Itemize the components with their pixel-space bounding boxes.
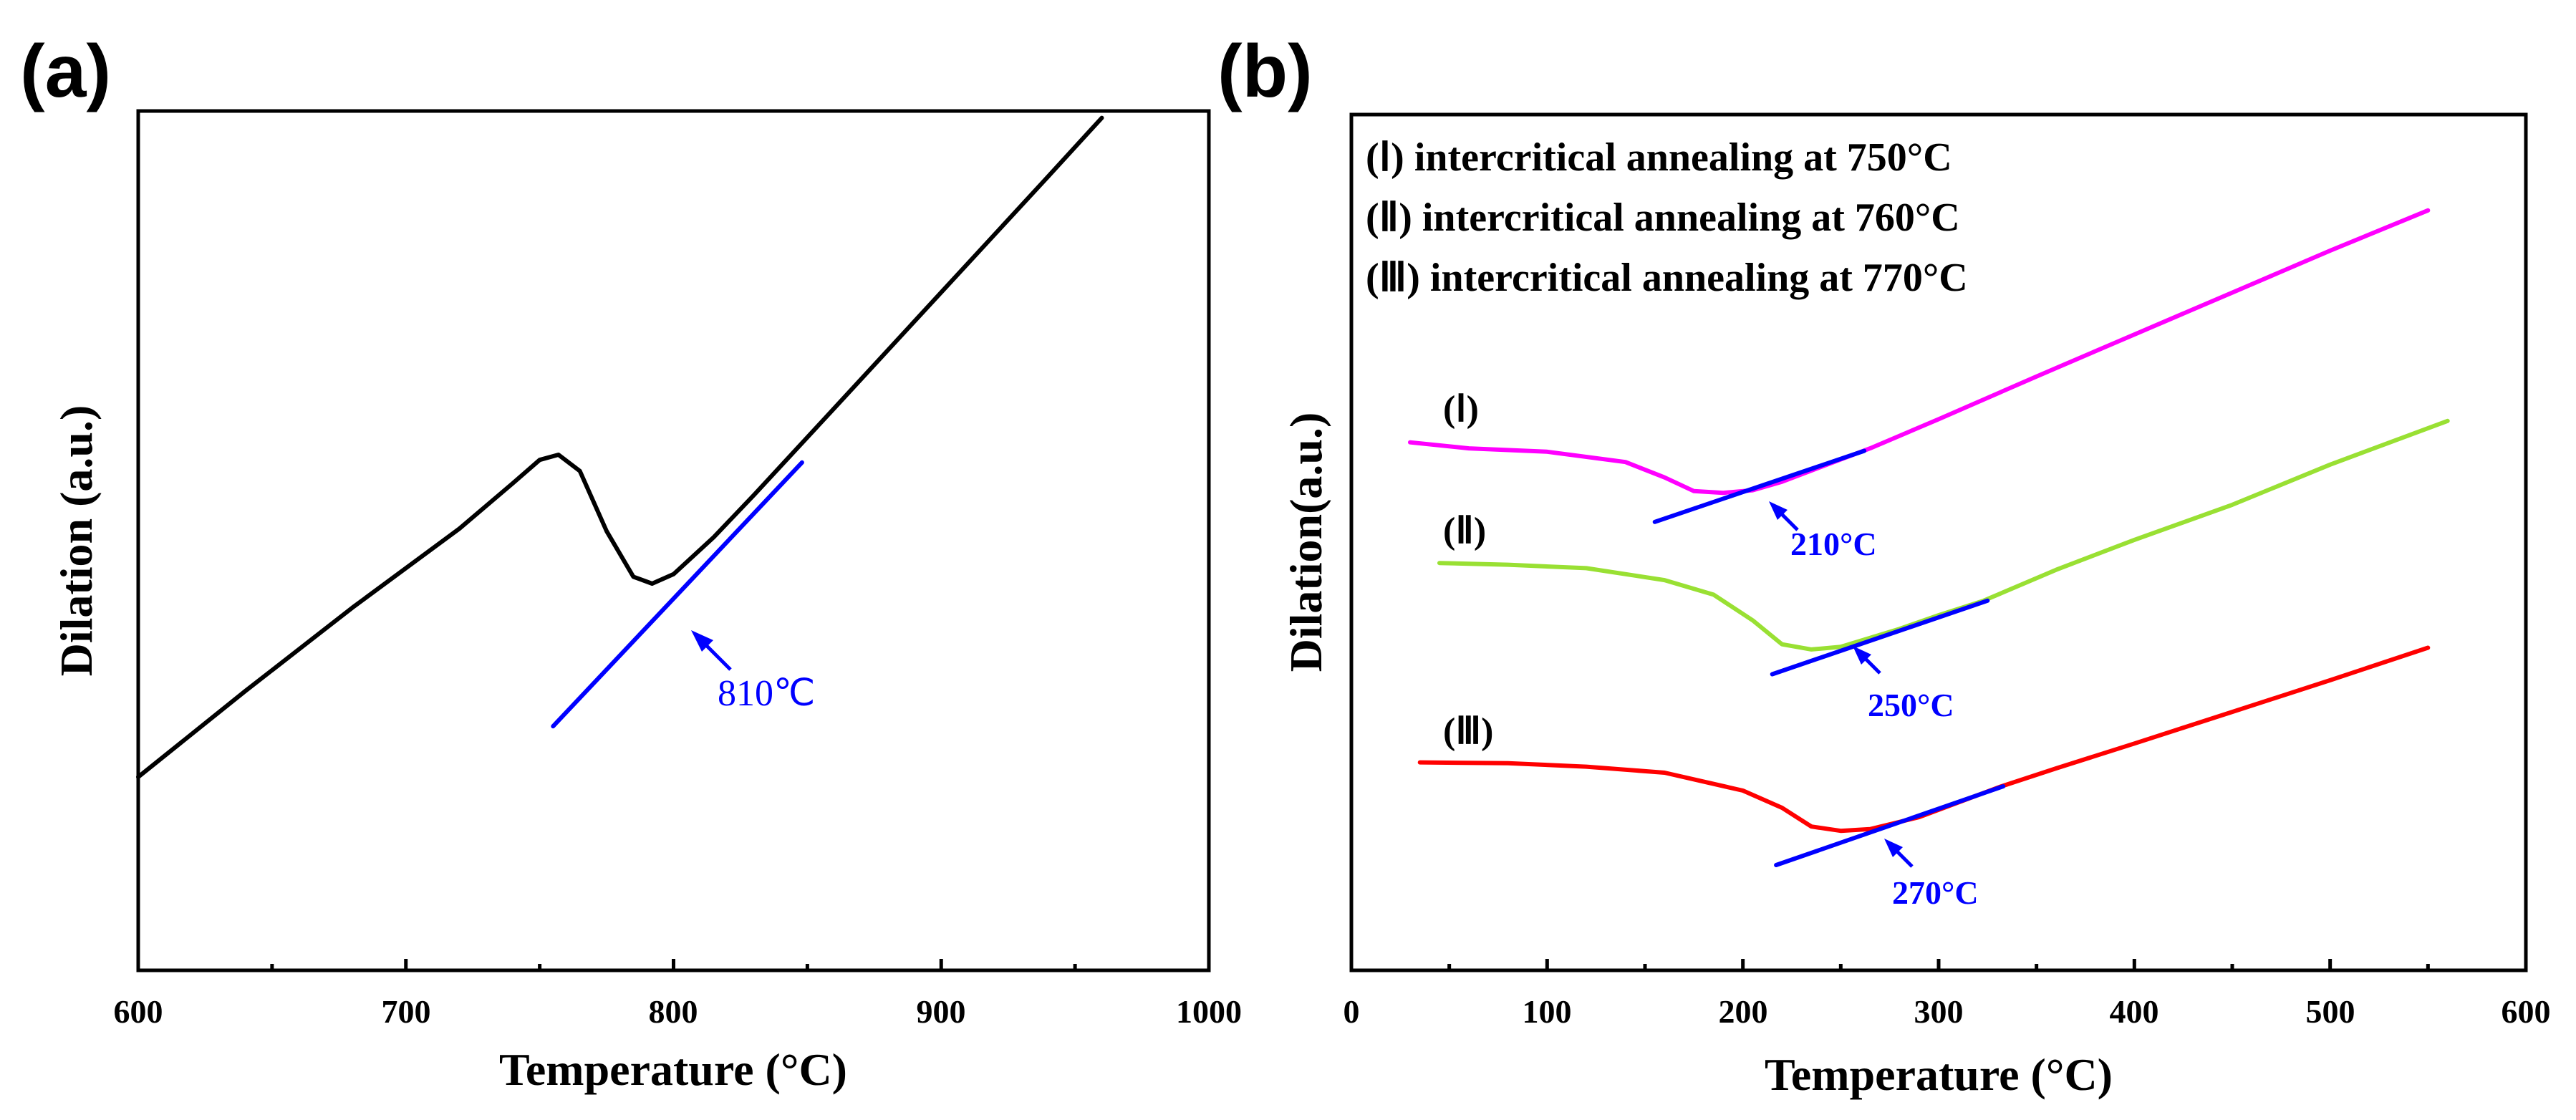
panel-b-curve-label-3: (Ⅲ) [1443, 711, 1493, 752]
panel-b-annotation-arrow-1 [1769, 501, 1799, 531]
panel-b-xtick-100: 100 [1523, 993, 1572, 1030]
panel-a-xtick-700: 700 [382, 993, 431, 1030]
panel-b-series-ⅱ-tangent-3 [1770, 598, 1990, 677]
panel-b-legend-item-3: (Ⅲ) intercritical annealing at 770°C [1366, 256, 1968, 300]
panel-a-annotation-arrow [691, 630, 732, 671]
panel-b-frame [1349, 112, 2528, 972]
panel-b-curve-label-2: (Ⅱ) [1443, 511, 1486, 551]
panel-b-xtick-600: 600 [2502, 993, 2551, 1030]
panel-a: (a) 810℃ 600 700 800 900 1000 Temperatur… [20, 30, 1242, 1095]
panel-b-xtick-0: 0 [1344, 993, 1360, 1030]
panel-b-series-ⅱ-2 [1437, 418, 2450, 652]
panel-a-series-group [136, 115, 1104, 779]
panel-b-xtick-200: 200 [1719, 993, 1768, 1030]
panel-a-series-dilation-0 [136, 115, 1104, 779]
panel-a-xtick-900: 900 [917, 993, 966, 1030]
panel-b-legend-item-1: (Ⅰ) intercritical annealing at 750°C [1366, 135, 1952, 180]
panel-a-annotation-810: 810℃ [718, 673, 815, 714]
panel-b-curve-label-1: (Ⅰ) [1443, 389, 1479, 430]
panel-b-annotation-250: 250°C [1868, 687, 1954, 723]
panel-b-annotation-arrow-3 [1884, 839, 1914, 868]
panel-a-xtick-800: 800 [649, 993, 698, 1030]
panel-b-annotation-arrow-2 [1853, 646, 1881, 675]
panel-b-xtick-400: 400 [2110, 993, 2159, 1030]
panel-a-label: (a) [20, 30, 111, 113]
panel-b-annotation-270: 270°C [1892, 874, 1979, 911]
panel-a-series-tangent-1 [551, 460, 804, 729]
panel-a-frame [136, 109, 1211, 972]
panel-b-ylabel: Dilation(a.u.) [1280, 412, 1331, 672]
panel-a-xtick-1000: 1000 [1176, 993, 1242, 1030]
panel-a-xtick-600: 600 [114, 993, 163, 1030]
panel-b-series-ⅰ-tangent-1 [1652, 448, 1867, 524]
panel-b-xtick-300: 300 [1914, 993, 1964, 1030]
panel-b-series-ⅰ-0 [1408, 208, 2431, 496]
panel-a-ylabel: Dilation (a.u.) [51, 405, 102, 677]
panel-b-legend-item-2: (Ⅱ) intercritical annealing at 760°C [1366, 195, 1960, 240]
panel-b-series-group [1408, 208, 2450, 867]
panel-b-series-ⅲ-tangent-5 [1774, 784, 2006, 867]
panel-b-series-ⅲ-4 [1417, 645, 2431, 834]
panel-b-annotation-210: 210°C [1790, 526, 1877, 562]
panel-a-xlabel: Temperature (°C) [499, 1044, 847, 1095]
panel-b-label: (b) [1217, 30, 1313, 113]
panel-b-xtick-500: 500 [2306, 993, 2355, 1030]
panel-b-xlabel: Temperature (°C) [1765, 1049, 2113, 1100]
panel-b: (b) (Ⅰ) intercritical annealing at 750°C… [1217, 30, 2551, 1100]
